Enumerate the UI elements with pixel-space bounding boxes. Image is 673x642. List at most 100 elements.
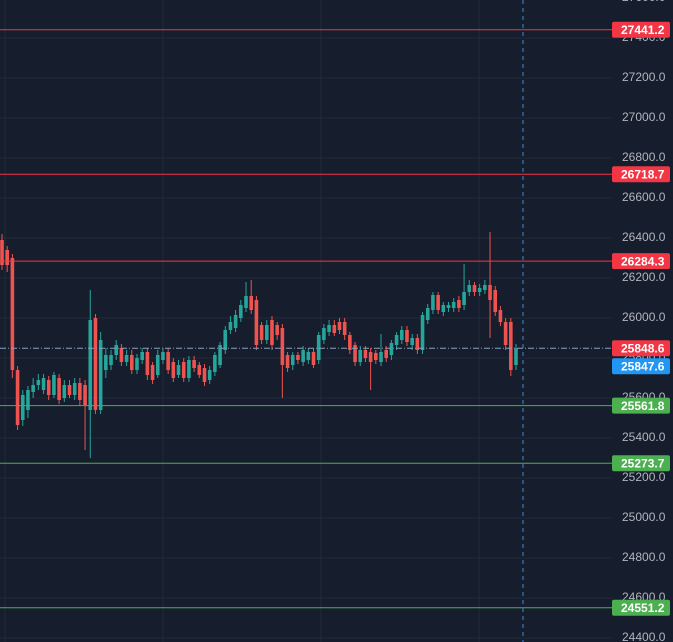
candle-body bbox=[264, 325, 269, 340]
price-label-bg bbox=[612, 21, 670, 38]
candle-body bbox=[176, 365, 181, 375]
price-label: 26718.7 bbox=[621, 167, 665, 181]
candle-body bbox=[88, 320, 93, 410]
candle-body bbox=[249, 296, 254, 310]
candle-body bbox=[509, 322, 513, 370]
candle-body bbox=[280, 328, 285, 365]
candle-body bbox=[488, 285, 492, 300]
candle-body bbox=[244, 296, 248, 308]
candle-body bbox=[46, 380, 51, 395]
candle-body bbox=[57, 378, 61, 400]
candle-body bbox=[233, 315, 238, 328]
candle-body bbox=[135, 358, 139, 370]
candle-body bbox=[67, 385, 72, 395]
candle-body bbox=[410, 338, 414, 345]
candle-body bbox=[166, 352, 170, 370]
y-tick-label: 25000.0 bbox=[622, 510, 666, 524]
candle-body bbox=[472, 285, 477, 292]
y-tick-label: 26400.0 bbox=[622, 230, 666, 244]
candle-body bbox=[98, 340, 103, 410]
candle-body bbox=[477, 288, 482, 292]
candle-body bbox=[109, 355, 113, 365]
candle-body bbox=[223, 330, 228, 350]
price-label: 26284.3 bbox=[621, 254, 665, 268]
y-tick-label: 27000.0 bbox=[622, 110, 666, 124]
candle-body bbox=[26, 390, 30, 410]
price-label: 27441.2 bbox=[621, 23, 665, 37]
candle-body bbox=[301, 350, 305, 362]
price-label-bg bbox=[612, 455, 670, 472]
price-label-bg bbox=[612, 166, 670, 183]
candle-body bbox=[290, 355, 295, 365]
candle-body bbox=[374, 353, 378, 360]
y-tick-label: 27200.0 bbox=[622, 70, 666, 84]
candle-body bbox=[15, 370, 20, 425]
candle-body bbox=[202, 368, 207, 382]
candle-body bbox=[20, 395, 25, 420]
y-tick-label: 26200.0 bbox=[622, 270, 666, 284]
candle-body bbox=[353, 345, 357, 362]
y-tick-label: 26600.0 bbox=[622, 190, 666, 204]
candle-body bbox=[93, 318, 98, 410]
price-label-bg bbox=[612, 253, 670, 270]
candle-body bbox=[62, 385, 67, 398]
candle-body bbox=[337, 322, 342, 330]
candle-body bbox=[306, 352, 311, 360]
y-tick-label: 24400.0 bbox=[622, 630, 666, 642]
candle-body bbox=[0, 240, 4, 265]
candle-body bbox=[498, 310, 503, 322]
candle-body bbox=[52, 375, 56, 395]
y-tick-label: 26800.0 bbox=[622, 150, 666, 164]
candle-body bbox=[368, 352, 373, 362]
candle-body bbox=[467, 285, 472, 292]
candle-body bbox=[322, 328, 326, 340]
candle-body bbox=[31, 385, 35, 392]
candle-body bbox=[384, 350, 389, 358]
candle-body bbox=[218, 345, 222, 365]
candle-body bbox=[140, 352, 144, 360]
candle-body bbox=[161, 352, 165, 360]
candle-body bbox=[332, 325, 337, 333]
last-price-label-bg bbox=[612, 340, 670, 357]
candle-body bbox=[239, 305, 243, 318]
price-label-bg bbox=[612, 599, 670, 616]
candle-body bbox=[311, 352, 316, 365]
candle-body bbox=[436, 295, 440, 310]
candle-body bbox=[119, 348, 124, 362]
candle-body bbox=[259, 325, 264, 340]
y-tick-label: 25200.0 bbox=[622, 470, 666, 484]
candle-body bbox=[483, 285, 487, 290]
candle-body bbox=[296, 355, 300, 360]
y-tick-label: 27600.0 bbox=[622, 0, 666, 4]
candle-body bbox=[363, 350, 368, 358]
candle-body bbox=[425, 308, 430, 320]
price-label-bg bbox=[612, 397, 670, 414]
candle-body bbox=[285, 355, 290, 368]
candle-body bbox=[10, 258, 15, 370]
candle-body bbox=[405, 330, 409, 342]
candle-body bbox=[394, 335, 399, 345]
candle-body bbox=[155, 355, 160, 375]
candle-body bbox=[379, 352, 383, 362]
candle-body bbox=[514, 348, 518, 365]
y-tick-label: 25400.0 bbox=[622, 430, 666, 444]
candle-body bbox=[348, 335, 352, 350]
price-label: 25273.7 bbox=[621, 456, 665, 470]
candle-body bbox=[457, 300, 461, 308]
candle-body bbox=[451, 302, 456, 308]
candle-body bbox=[441, 305, 446, 312]
candle-body bbox=[420, 315, 425, 350]
candle-body bbox=[72, 383, 77, 395]
last-price-label: 25848.6 bbox=[621, 341, 665, 355]
candle-body bbox=[503, 322, 508, 345]
candle-body bbox=[181, 362, 186, 378]
candle-body bbox=[254, 300, 259, 345]
candle-body bbox=[192, 360, 196, 368]
candle-body bbox=[150, 365, 155, 380]
candle-body bbox=[171, 362, 176, 378]
candle-body bbox=[431, 295, 435, 310]
candle-body bbox=[5, 250, 9, 265]
candle-body bbox=[389, 343, 394, 355]
